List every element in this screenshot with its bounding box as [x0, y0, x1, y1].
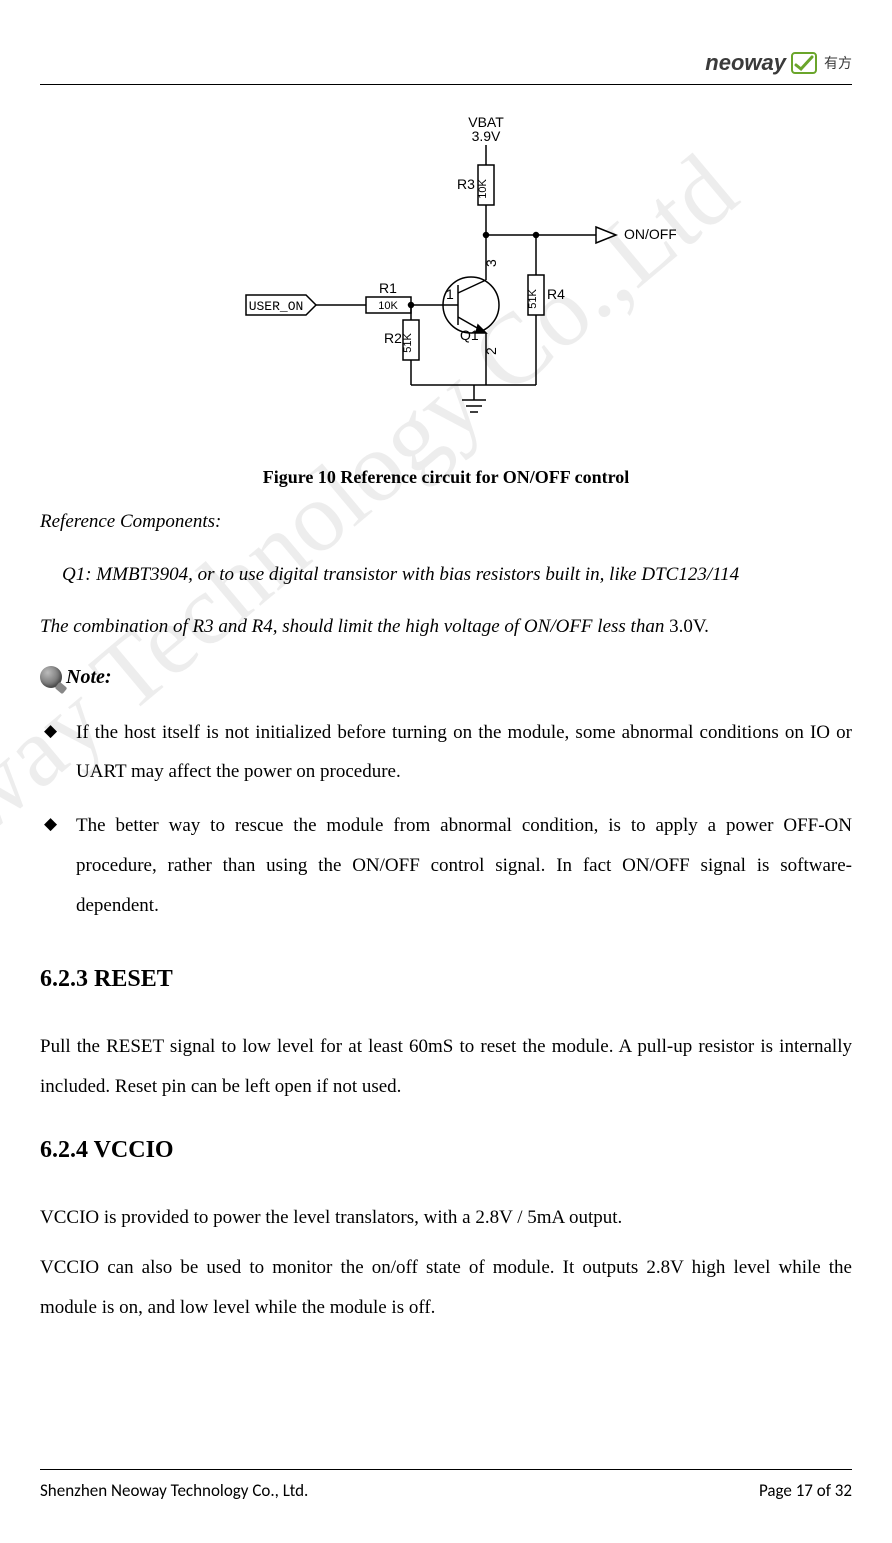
logo: neoway 有方: [705, 50, 852, 76]
page-footer: Shenzhen Neoway Technology Co., Ltd. Pag…: [40, 1469, 852, 1501]
logo-chinese: 有方: [824, 53, 852, 73]
r3r4-suffix: .: [704, 616, 709, 637]
label-r4: R4: [547, 286, 565, 302]
label-r3: R3: [457, 176, 475, 192]
section-heading-reset: 6.2.3 RESET: [40, 966, 852, 993]
logo-text: neoway: [705, 50, 786, 76]
r3r4-note: The combination of R3 and R4, should lim…: [40, 613, 852, 642]
label-pin3: 3: [483, 259, 499, 267]
label-r4-value: 51K: [527, 289, 539, 309]
bullet-item: The better way to rescue the module from…: [44, 806, 852, 926]
reset-body: Pull the RESET signal to low level for a…: [40, 1027, 852, 1107]
label-r1: R1: [379, 280, 397, 296]
label-q1: Q1: [460, 327, 479, 343]
note-label: Note:: [66, 666, 112, 689]
page-header: neoway 有方: [40, 50, 852, 85]
bullet-item: If the host itself is not initialized be…: [44, 713, 852, 793]
note-bullets: If the host itself is not initialized be…: [40, 713, 852, 926]
logo-icon: [790, 51, 818, 75]
r3r4-prefix: The combination of R3 and R4, should lim…: [40, 616, 669, 637]
r3r4-voltage: 3.0V: [669, 616, 704, 637]
label-user-on: USER_ON: [249, 299, 304, 314]
note-icon: [40, 666, 62, 688]
figure-caption: Figure 10 Reference circuit for ON/OFF c…: [40, 467, 852, 488]
footer-company: Shenzhen Neoway Technology Co., Ltd.: [40, 1480, 308, 1501]
vccio-body-2: VCCIO can also be used to monitor the on…: [40, 1248, 852, 1328]
label-r3-value: 10K: [477, 179, 489, 199]
label-onoff: ON/OFF: [624, 226, 676, 242]
footer-page: Page 17 of 32: [759, 1480, 852, 1501]
ref-components-heading: Reference Components:: [40, 508, 852, 537]
note-heading: Note:: [40, 666, 852, 689]
vccio-body-1: VCCIO is provided to power the level tra…: [40, 1198, 852, 1238]
label-r1-value: 10K: [378, 300, 398, 312]
label-r2-value: 51K: [402, 333, 414, 353]
section-heading-vccio: 6.2.4 VCCIO: [40, 1137, 852, 1164]
label-vbat-voltage: 3.9V: [472, 128, 501, 144]
label-pin1: 1: [446, 286, 454, 302]
circuit-diagram: VBAT 3.9V R3 10K ON/OFF USER_ON R1 10K R…: [40, 115, 852, 455]
label-pin2: 2: [483, 347, 499, 355]
label-r2: R2: [384, 330, 402, 346]
q1-spec: Q1: MMBT3904, or to use digital transist…: [40, 561, 852, 590]
